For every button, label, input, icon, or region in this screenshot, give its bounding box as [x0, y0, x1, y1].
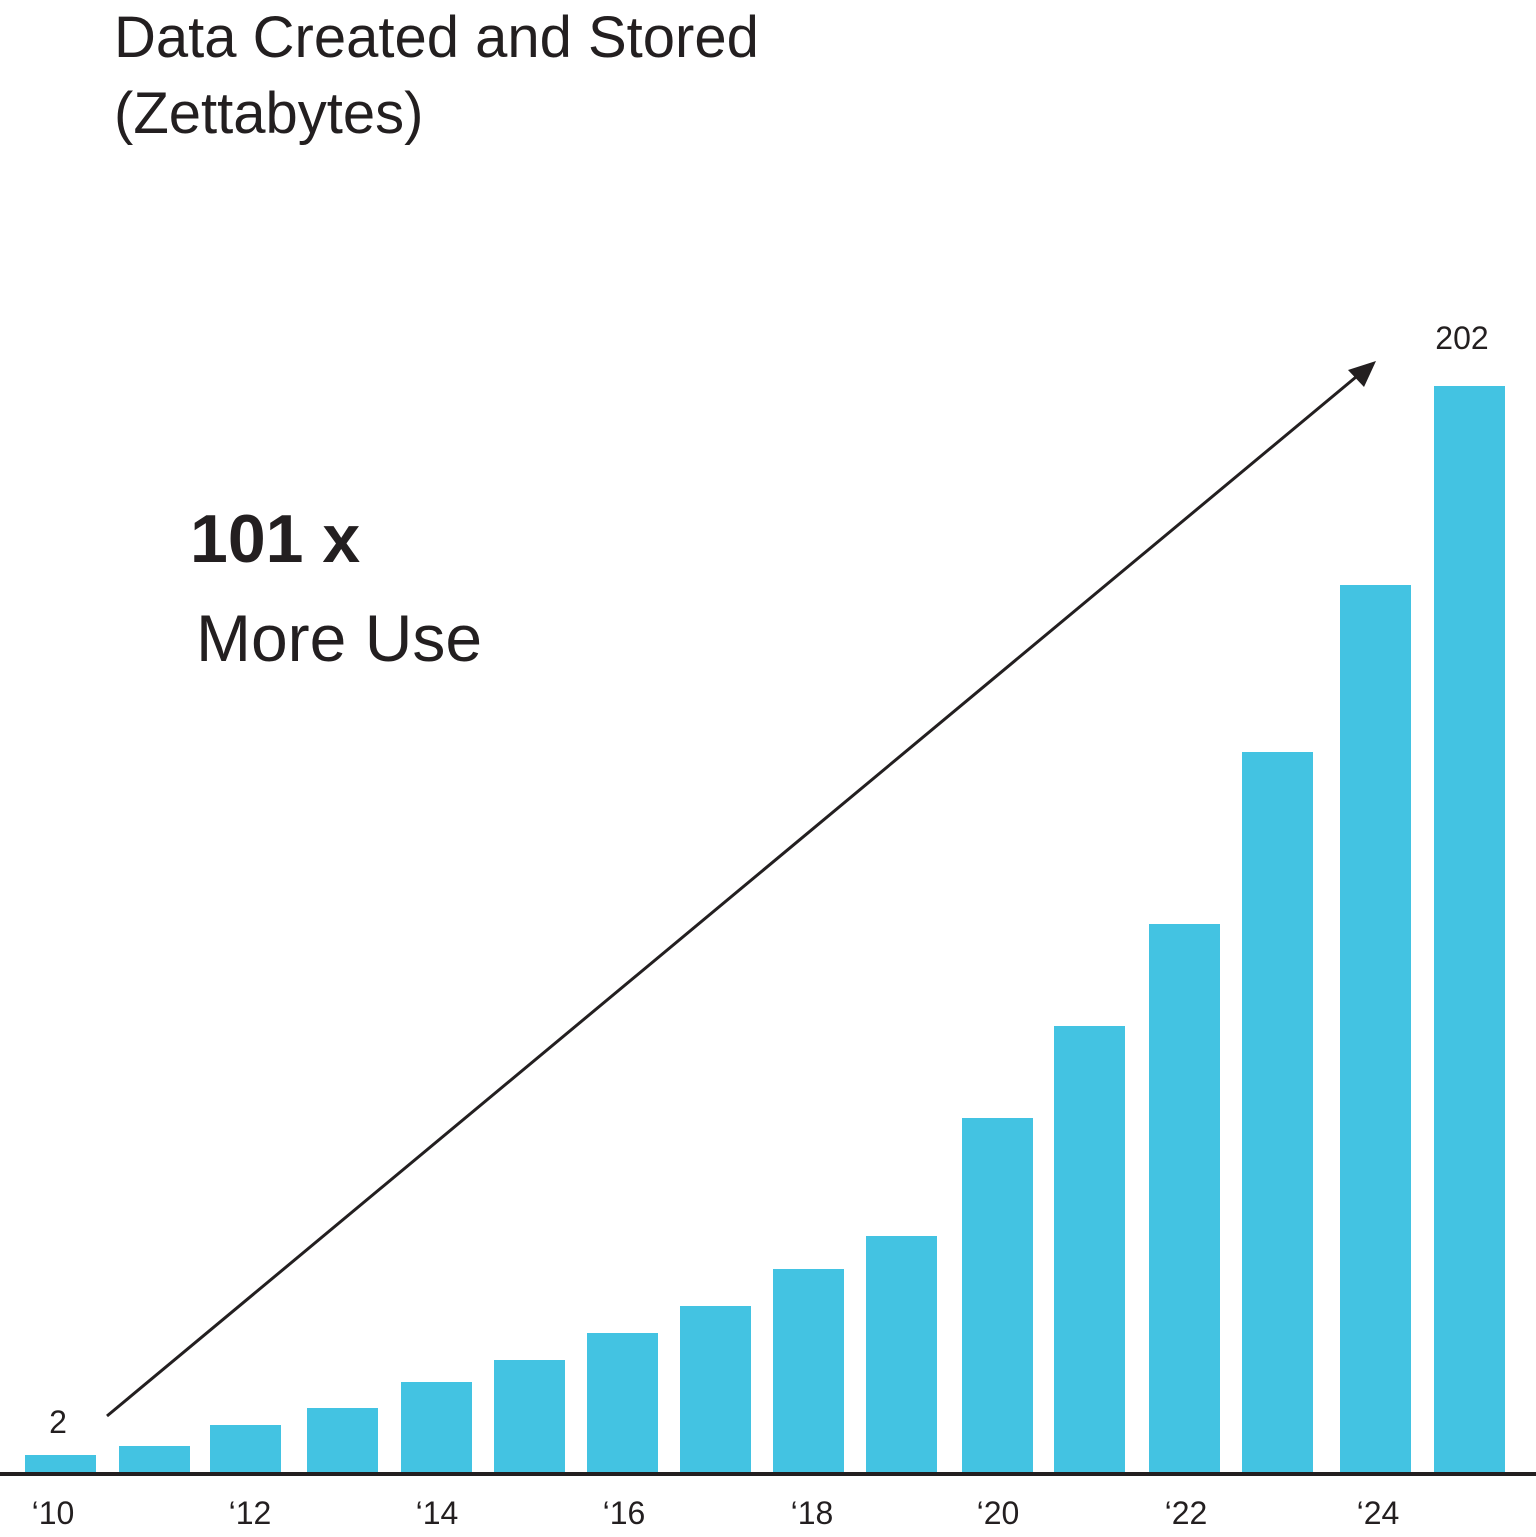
- annotation-text: More Use: [196, 601, 483, 675]
- x-tick: ‘14: [415, 1495, 459, 1531]
- bar: [1340, 585, 1411, 1473]
- bar: [119, 1446, 190, 1473]
- value-label-first: 2: [49, 1404, 67, 1440]
- bar: [401, 1381, 472, 1473]
- x-tick: ‘18: [790, 1495, 834, 1531]
- bar: [494, 1359, 565, 1473]
- title-line-1: Data Created and Stored: [114, 5, 759, 70]
- bar: [1054, 1026, 1125, 1473]
- bar: [210, 1424, 281, 1473]
- x-tick: ‘10: [31, 1495, 75, 1531]
- x-axis: [0, 1472, 1536, 1476]
- chart-title: Data Created and Stored (Zettabytes): [114, 0, 759, 152]
- x-tick: ‘12: [228, 1495, 272, 1531]
- bar: [307, 1408, 378, 1473]
- bar: [25, 1455, 96, 1473]
- title-line-2: (Zettabytes): [114, 81, 424, 146]
- bar: [773, 1268, 844, 1473]
- bar: [866, 1236, 937, 1473]
- x-tick: ‘22: [1164, 1495, 1208, 1531]
- bar: [1149, 924, 1220, 1473]
- bar: [962, 1117, 1033, 1473]
- bar: [680, 1306, 751, 1473]
- x-tick: ‘24: [1356, 1495, 1400, 1531]
- bar: [1242, 751, 1313, 1473]
- x-tick: ‘20: [976, 1495, 1020, 1531]
- bar: [587, 1333, 658, 1473]
- annotation-multiplier: 101 x: [190, 501, 361, 577]
- bar: [1434, 386, 1505, 1473]
- x-tick: ‘16: [602, 1495, 646, 1531]
- value-label-last: 202: [1435, 320, 1489, 356]
